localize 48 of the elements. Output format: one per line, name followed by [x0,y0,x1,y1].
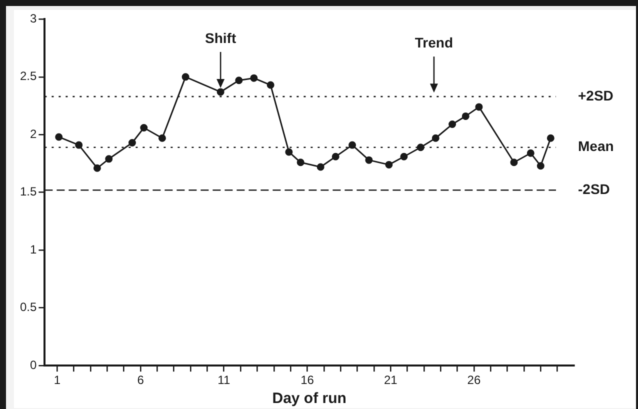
point [250,74,258,82]
point [182,73,190,81]
point [158,134,166,142]
annotation: Shift [205,30,236,46]
point [128,139,136,146]
point [365,156,373,164]
point [105,155,113,163]
point [385,160,393,168]
point [285,148,293,156]
point [475,103,483,111]
point [448,120,456,128]
ref-line-label: -2SD [578,180,610,197]
point [93,164,101,172]
point [462,112,470,120]
point [140,124,148,132]
point [348,141,356,149]
point [546,134,554,142]
x-tick-label: 16 [300,373,314,388]
x-tick-label: 26 [467,373,481,388]
y-tick-label: 3 [30,12,37,26]
y-tick-label: 2.5 [20,69,37,84]
point [235,76,243,84]
y-tick-label: 2 [30,126,37,141]
point [332,152,340,160]
point [55,133,63,141]
x-tick-label: 1 [54,373,61,388]
point [75,141,83,149]
point [296,158,304,166]
point [416,144,424,152]
y-tick-label: 1.5 [20,184,37,199]
point [216,88,224,96]
x-tick-label: 6 [137,373,144,388]
y-tick-label: 0 [30,358,37,372]
x-tick-label: 21 [384,373,398,388]
point [526,149,534,157]
point [266,81,274,89]
ref-line-label: Mean [578,138,614,154]
point [316,163,324,171]
x-axis-title: Day of run [272,390,346,408]
x-tick-label: 11 [218,373,230,388]
y-tick-label: 1 [30,242,37,256]
point [400,152,408,160]
y-tick-label: 0.5 [20,300,37,314]
annotation: Trend [414,34,454,50]
point [536,162,544,170]
point [432,134,440,142]
point [510,158,518,166]
ref-line-label: +2SD [578,87,614,104]
